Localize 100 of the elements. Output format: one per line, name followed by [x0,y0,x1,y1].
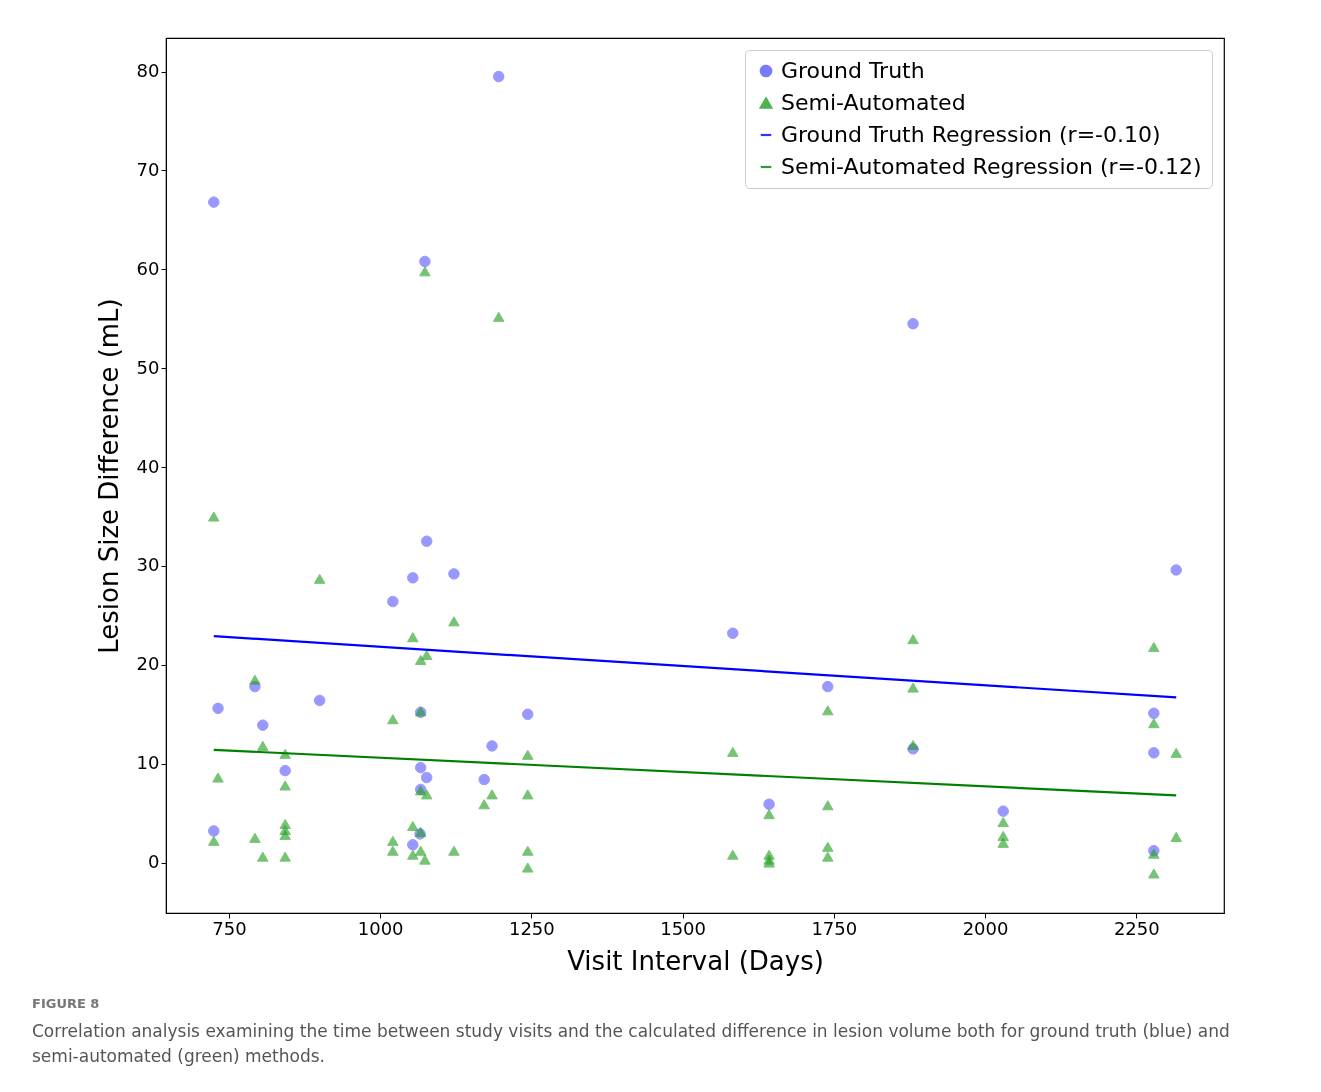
point [997,830,1009,841]
point [249,832,261,843]
point [387,714,399,725]
x-tick-label: 750 [212,917,247,939]
point [414,654,427,665]
point [249,674,261,685]
point [522,862,534,873]
point [448,616,460,627]
x-tick-label: 2000 [962,917,1009,939]
point [387,595,399,608]
point [257,719,269,731]
point [279,764,291,777]
point [257,740,269,751]
y-tick-label: 70 [136,158,160,180]
point [763,798,775,810]
point [420,789,433,800]
point [419,255,431,268]
point [420,649,433,660]
point [1148,747,1160,759]
point [407,572,419,584]
point [763,809,775,820]
point [727,627,739,639]
point [420,535,433,547]
y-tick-label: 40 [136,455,160,477]
legend-label: Semi-Automated [781,90,966,115]
legend-label: Ground Truth [781,58,925,83]
point [907,634,919,645]
point [727,746,739,757]
point [407,632,419,643]
y-axis-title: Lesion Size Difference (mL) [93,298,124,654]
point [1148,642,1160,653]
point [407,820,419,832]
point [387,845,399,856]
point [907,318,919,330]
point [208,835,220,846]
point [822,851,834,862]
point [419,266,431,277]
point [822,841,834,852]
y-tick-label: 80 [136,60,160,82]
point [279,851,291,862]
legend-label: Ground Truth Regression (r=-0.10) [781,122,1161,147]
point [522,789,534,800]
point [522,708,534,720]
y-tick-label: 30 [136,554,160,576]
point [997,817,1009,828]
point [1170,747,1182,758]
point [208,196,220,208]
x-tick-label: 1250 [508,917,555,939]
point [257,851,269,862]
point [907,739,919,750]
point [208,825,220,837]
x-tick-label: 1500 [660,917,707,939]
point [1170,564,1182,576]
point [414,845,427,856]
point [448,568,460,580]
y-tick-label: 20 [136,653,160,675]
point [522,845,534,856]
caption: FIGURE 8 [32,996,101,1011]
point [478,799,490,810]
text: Correlation analysis examining the time between study visits and the calculated difference in lesion volume both for ground truth (blue) and semi-automated (green) methods. [32,1020,1231,1068]
point [208,511,220,522]
legend-label: Semi-Automated Regression (r=-0.12) [781,154,1202,179]
point [1148,707,1160,720]
point [448,845,460,856]
point [279,829,291,840]
point [1170,831,1182,842]
x-tick-label: 2250 [1113,917,1160,939]
point [407,849,419,860]
point [313,573,326,584]
point [822,800,834,811]
point [492,311,505,322]
point [212,772,224,783]
x-tick-label: 1750 [811,917,858,939]
point [1148,868,1160,879]
point [997,837,1009,848]
x-tick-label: 1000 [357,917,404,939]
point [407,839,419,851]
point [822,705,834,716]
point [486,740,498,752]
y-tick-label: 50 [136,356,160,378]
point [1148,718,1160,729]
y-tick-label: 10 [136,752,160,774]
point [822,680,834,693]
point [419,854,431,865]
point [279,780,291,791]
point [492,70,505,83]
point [907,682,919,693]
point [414,761,427,774]
y-tick-label: 60 [136,257,160,279]
y-tick-label: 0 [148,851,160,873]
point [420,771,433,784]
point [313,694,326,707]
point [212,702,224,715]
point [997,805,1009,817]
point [478,773,490,786]
point [387,835,399,846]
point [727,849,739,860]
point [522,749,534,760]
point [486,789,498,800]
x-axis-title: Visit Interval (Days) [567,945,824,976]
